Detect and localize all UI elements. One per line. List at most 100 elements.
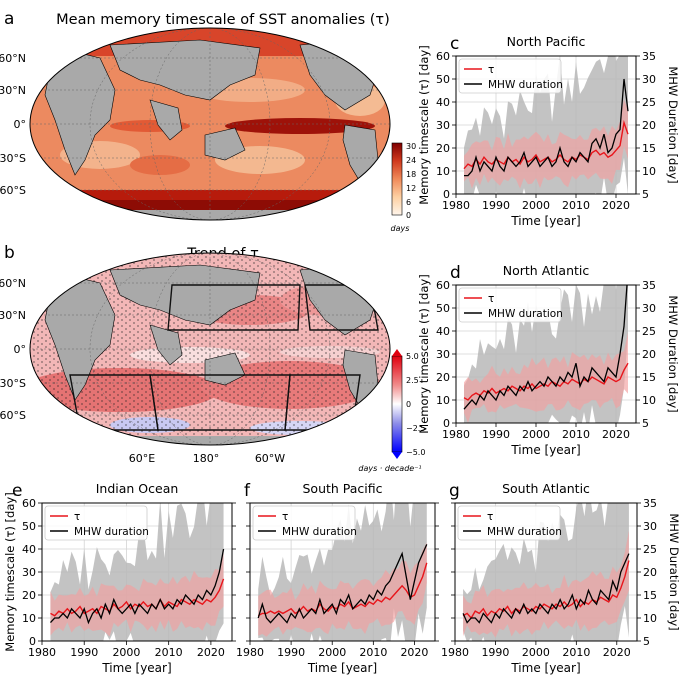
y-tick-label-left: 20 bbox=[436, 371, 450, 384]
x-axis-label: Time [year] bbox=[101, 661, 171, 675]
y-tick-label-left: 20 bbox=[436, 142, 450, 155]
legend: τ MHW duration bbox=[458, 58, 563, 94]
panel-letter: f bbox=[244, 481, 251, 501]
mhw-series-line bbox=[463, 285, 628, 410]
legend-box bbox=[252, 505, 356, 541]
legend-label-mhw: MHW duration bbox=[74, 526, 149, 538]
x-tick-label: 1980 bbox=[442, 199, 470, 212]
y-tick-label-right: 20 bbox=[642, 348, 656, 361]
x-tick-label: 2020 bbox=[400, 646, 428, 659]
y-axis-label-right: MHW Duration [day] bbox=[666, 295, 680, 412]
x-tick-label: 2000 bbox=[522, 428, 550, 441]
x-axis-label: Time [year] bbox=[510, 443, 580, 457]
colorbar-tick: 2.5 bbox=[406, 376, 419, 385]
y-tick-label-left: 0 bbox=[443, 188, 450, 201]
x-tick-label: 1990 bbox=[482, 428, 510, 441]
x-tick-label: 1980 bbox=[442, 428, 470, 441]
colorbar-tick: −2.5 bbox=[406, 424, 425, 433]
map-a-lat-label: 60°N bbox=[0, 52, 26, 65]
colorbar-unit: days · decade⁻¹ bbox=[358, 464, 421, 473]
mhw-series-line bbox=[464, 78, 629, 177]
panel-letter: d bbox=[450, 263, 461, 283]
tau-uncertainty-band bbox=[50, 551, 224, 637]
map-b-lon-label: 180° bbox=[193, 452, 220, 465]
y-tick-label-right: 15 bbox=[642, 142, 656, 155]
x-tick-label: 1990 bbox=[481, 646, 509, 659]
chart-panel-d: 1980 1990 2000 2010 2020 0 10 20 30 40 50 60 5 10 15 20… bbox=[417, 263, 680, 457]
map-b-colorbar: 5.0 2.5 0 −2.5 −5.0 days · decade⁻¹ bbox=[358, 349, 425, 473]
colorbar-unit: days bbox=[391, 224, 410, 233]
map-b-lon-label: 60°E bbox=[129, 452, 155, 465]
chart-panel-c: 1980 1990 2000 2010 2020 0 10 20 30 40 50 60 5 10 15 20… bbox=[417, 34, 680, 228]
y-tick-label-right: 5 bbox=[642, 188, 649, 201]
map-a: a Mean memory timescale of SST anomalies… bbox=[0, 9, 416, 233]
x-tick-label: 1980 bbox=[441, 646, 469, 659]
plot-area bbox=[456, 285, 636, 423]
colorbar-tick: 5.0 bbox=[406, 352, 419, 361]
tau-series-line bbox=[463, 119, 629, 170]
y-tick-label-left: 0 bbox=[29, 635, 36, 648]
colorbar-tick: 30 bbox=[406, 142, 416, 151]
panel-letter: c bbox=[450, 34, 459, 54]
y-tick-label-left: 30 bbox=[22, 566, 36, 579]
y-tick-label-right: 25 bbox=[642, 96, 656, 109]
x-axis-label: Time [year] bbox=[510, 661, 580, 675]
legend-label-mhw: MHW duration bbox=[488, 308, 563, 320]
map-a-lat-label: 30°S bbox=[0, 152, 26, 165]
x-tick-label: 2020 bbox=[602, 428, 630, 441]
x-tick-label: 1990 bbox=[277, 646, 305, 659]
y-axis-label-left: Memory timescale (τ) [day] bbox=[417, 45, 431, 204]
y-tick-label-left: 40 bbox=[22, 543, 36, 556]
colorbar-tick: 18 bbox=[406, 170, 416, 179]
y-tick-label-left: 50 bbox=[436, 73, 450, 86]
colorbar-tick: 12 bbox=[406, 184, 416, 193]
charts: 1980 1990 2000 2010 202001020304050605101520… bbox=[3, 34, 680, 675]
y-tick-label-right: 25 bbox=[642, 325, 656, 338]
legend: τ MHW duration bbox=[458, 287, 563, 323]
y-tick-label-left: 50 bbox=[436, 302, 450, 315]
colorbar-tick: 0 bbox=[406, 400, 411, 409]
legend-box bbox=[458, 58, 562, 94]
mhw-series-line bbox=[462, 553, 630, 624]
y-tick-label-right: 25 bbox=[643, 543, 657, 556]
legend-box bbox=[457, 505, 561, 541]
y-tick-label-right: 10 bbox=[643, 612, 657, 625]
y-tick-label-left: 40 bbox=[436, 96, 450, 109]
x-tick-label: 2000 bbox=[522, 646, 550, 659]
legend-box bbox=[44, 505, 148, 541]
panel-letter-b: b bbox=[4, 243, 15, 263]
y-tick-label-left: 20 bbox=[22, 589, 36, 602]
y-tick-label-right: 35 bbox=[643, 497, 657, 510]
chart-title: South Atlantic bbox=[502, 481, 590, 496]
x-tick-label: 2010 bbox=[562, 646, 590, 659]
y-tick-label-left: 60 bbox=[436, 50, 450, 63]
panel-letter-a: a bbox=[4, 9, 14, 29]
x-tick-label: 2010 bbox=[562, 199, 590, 212]
y-tick-label-right: 20 bbox=[643, 566, 657, 579]
y-axis-label-right: MHW Duration [day] bbox=[667, 513, 680, 630]
x-tick-label: 1990 bbox=[482, 199, 510, 212]
y-tick-label-left: 10 bbox=[22, 612, 36, 625]
y-tick-label-left: 30 bbox=[436, 348, 450, 361]
y-tick-label-right: 30 bbox=[643, 520, 657, 533]
y-tick-label-left: 40 bbox=[436, 325, 450, 338]
x-tick-label: 2000 bbox=[112, 646, 140, 659]
map-a-lat-label: 0° bbox=[14, 118, 27, 131]
y-tick-label-left: 60 bbox=[436, 279, 450, 292]
map-b-lon-label: 60°W bbox=[255, 452, 285, 465]
y-tick-label-right: 35 bbox=[642, 279, 656, 292]
region-box-north-pacific bbox=[167, 284, 301, 331]
y-tick-label-right: 35 bbox=[642, 50, 656, 63]
legend-label-mhw: MHW duration bbox=[487, 526, 562, 538]
tau-series-line bbox=[50, 578, 225, 617]
y-tick-label-right: 10 bbox=[642, 165, 656, 178]
legend: τ MHW duration bbox=[457, 505, 562, 541]
x-tick-label: 1980 bbox=[28, 646, 56, 659]
legend-label-tau: τ bbox=[74, 511, 80, 523]
y-axis-label-right: MHW Duration [day] bbox=[666, 66, 680, 183]
map-b-lat-label: 60°N bbox=[0, 277, 26, 290]
legend: τ MHW duration bbox=[252, 505, 357, 541]
chart-panel-g: 1980 1990 2000 2010 2020 5 10 15 20 25 30 35 Time [y… bbox=[441, 481, 680, 675]
tau-uncertainty-band bbox=[258, 542, 427, 637]
map-a-colorbar: 30 24 18 12 6 0 days bbox=[391, 142, 417, 233]
